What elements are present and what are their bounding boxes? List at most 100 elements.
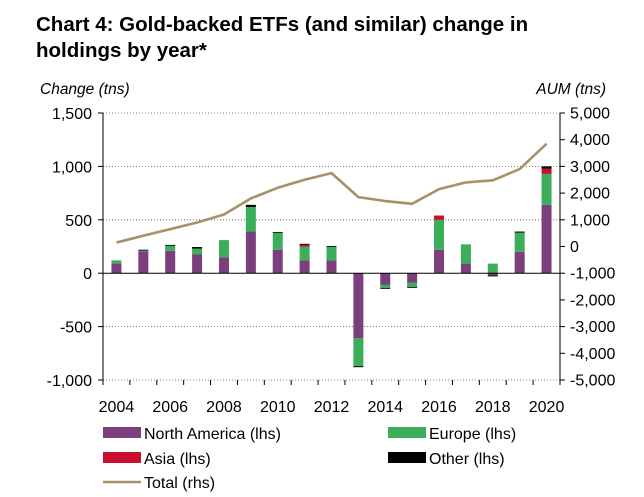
x-tick-label: 2018 xyxy=(475,399,511,416)
bar-other-2006 xyxy=(165,244,176,246)
bar-europe-2017 xyxy=(460,244,471,264)
bar-europe-2007 xyxy=(192,248,203,255)
legend-label-total: Total (rhs) xyxy=(144,475,215,492)
x-tick-label: 2008 xyxy=(206,399,242,416)
bar-other-2013 xyxy=(353,366,364,368)
bar-north-america-2005 xyxy=(138,251,149,274)
bar-north-america-2018 xyxy=(487,273,498,276)
legend-label-north-america: North America (lhs) xyxy=(144,426,281,443)
bar-north-america-2019 xyxy=(514,251,525,274)
chart-title-line2: holdings by year* xyxy=(36,39,207,62)
bar-other-2015 xyxy=(407,287,418,288)
legend-swatch-other xyxy=(388,452,426,463)
bar-north-america-2014 xyxy=(380,273,391,285)
bar-europe-2004 xyxy=(111,260,122,264)
series-line-total xyxy=(116,142,548,244)
right-tick-label: 2,000 xyxy=(570,186,610,203)
bars xyxy=(111,166,552,368)
bar-other-2018 xyxy=(487,275,498,277)
bar-north-america-2016 xyxy=(434,249,445,274)
bar-europe-2010 xyxy=(272,232,283,250)
bar-europe-2015 xyxy=(407,282,418,288)
bar-europe-2018 xyxy=(487,263,498,274)
left-tick-label: 0 xyxy=(83,266,92,283)
bar-north-america-2004 xyxy=(111,263,122,274)
right-tick-labels: 5,000 4,000 3,000 2,000 1,000 0 -1,000 -2,000 -3… xyxy=(570,106,615,390)
x-tick-label: 2014 xyxy=(367,399,403,416)
right-tick-label: 5,000 xyxy=(570,106,610,123)
bar-north-america-2020 xyxy=(541,204,552,274)
bar-europe-2005 xyxy=(138,250,149,252)
bar-europe-2012 xyxy=(326,246,337,261)
right-tick-label: 0 xyxy=(570,239,579,256)
bar-europe-2014 xyxy=(380,284,391,289)
bar-asia-2016 xyxy=(434,215,445,220)
left-tick-label: -500 xyxy=(60,320,92,337)
bar-europe-2006 xyxy=(165,245,176,251)
total-line xyxy=(116,142,548,244)
x-tick-label: 2016 xyxy=(421,399,457,416)
legend-label-asia: Asia (lhs) xyxy=(144,451,211,468)
bar-europe-2013 xyxy=(353,338,364,367)
right-tick-label: -2,000 xyxy=(570,292,615,309)
bar-asia-2011 xyxy=(299,244,310,247)
bar-europe-2020 xyxy=(541,173,552,205)
left-tick-labels: 1,500 1,000 500 0 -500 -1,000 xyxy=(47,106,92,390)
right-tick-label: -5,000 xyxy=(570,373,615,390)
bar-north-america-2011 xyxy=(299,260,310,274)
right-tick-label: 4,000 xyxy=(570,132,610,149)
bar-north-america-2008 xyxy=(218,257,229,274)
x-tick-label: 2010 xyxy=(260,399,296,416)
bar-north-america-2015 xyxy=(407,273,418,283)
right-axis-label: AUM (tns) xyxy=(535,81,606,98)
bar-europe-2016 xyxy=(434,219,445,250)
bar-north-america-2009 xyxy=(245,231,256,274)
bar-other-2009 xyxy=(245,204,256,207)
legend-swatch-north-america xyxy=(103,427,141,438)
bar-north-america-2010 xyxy=(272,249,283,274)
right-tick-label: -1,000 xyxy=(570,266,615,283)
x-tick-labels: 2004 2006 2008 2010 2012 2014 2016 2018 2020 xyxy=(99,399,565,416)
bar-other-2007 xyxy=(192,247,203,249)
bar-other-2014 xyxy=(380,288,391,289)
bar-north-america-2012 xyxy=(326,260,337,274)
bar-north-america-2013 xyxy=(353,273,364,339)
legend-swatch-europe xyxy=(388,427,426,438)
grid-lines xyxy=(103,112,560,381)
x-tick-label: 2012 xyxy=(314,399,350,416)
chart-title: Chart 4: Gold-backed ETFs (and similar) … xyxy=(36,12,636,64)
legend: North America (lhs) Europe (lhs) Asia (lhs… xyxy=(103,426,516,492)
right-tick-label: -4,000 xyxy=(570,346,615,363)
bar-north-america-2017 xyxy=(460,263,471,274)
bar-north-america-2007 xyxy=(192,254,203,274)
bar-other-2010 xyxy=(272,232,283,233)
right-tick-label: -3,000 xyxy=(570,319,615,336)
axes xyxy=(98,112,565,385)
x-tick-label: 2006 xyxy=(152,399,188,416)
bar-other-2012 xyxy=(326,245,337,247)
legend-swatch-asia xyxy=(103,452,141,463)
left-axis-label: Change (tns) xyxy=(40,81,130,98)
bar-asia-2020 xyxy=(541,168,552,174)
legend-label-other: Other (lhs) xyxy=(429,451,505,468)
left-tick-label: 500 xyxy=(65,213,92,230)
bar-europe-2011 xyxy=(299,246,310,261)
x-tick-label: 2020 xyxy=(529,399,565,416)
x-tick-label: 2004 xyxy=(99,399,135,416)
bar-europe-2009 xyxy=(245,206,256,232)
right-tick-label: 3,000 xyxy=(570,159,610,176)
right-tick-label: 1,000 xyxy=(570,212,610,229)
legend-label-europe: Europe (lhs) xyxy=(429,426,516,443)
bar-europe-2019 xyxy=(514,232,525,252)
bar-other-2019 xyxy=(514,231,525,233)
chart-title-line1: Chart 4: Gold-backed ETFs (and similar) … xyxy=(36,13,529,36)
bar-other-2011 xyxy=(299,243,310,245)
bar-north-america-2006 xyxy=(165,250,176,274)
bar-other-2020 xyxy=(541,166,552,169)
bar-europe-2008 xyxy=(218,240,229,258)
left-tick-label: -1,000 xyxy=(47,373,92,390)
left-tick-label: 1,500 xyxy=(52,106,92,123)
left-tick-label: 1,000 xyxy=(52,159,92,176)
bar-other-2005 xyxy=(138,249,149,251)
